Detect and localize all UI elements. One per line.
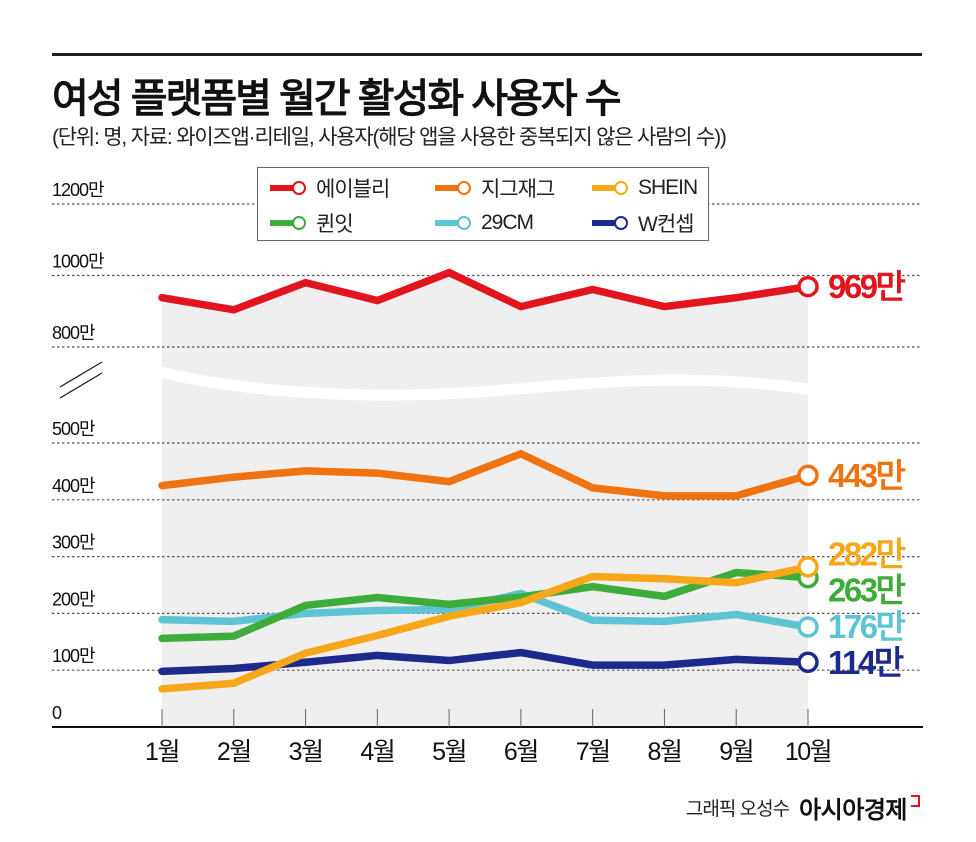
chart-title: 여성 플랫폼별 월간 활성화 사용자 수 [52,77,622,121]
series-end-label: 176만 [828,608,906,645]
x-tick-label: 6월 [504,738,538,766]
y-tick-label: 500만 [52,419,95,439]
series-line [158,449,812,500]
graphic-credit: 그래픽 오성수 [685,799,790,820]
legend-item-ably: 에이블리 [270,170,435,205]
brand-logo-icon [911,794,920,807]
x-tick-label: 3월 [289,738,323,766]
legend-label: W컨셉 [638,212,694,236]
y-tick-label: 0 [52,703,62,723]
series-end-label: 282만 [828,536,906,573]
top-rule [52,53,922,56]
axis-break-mark [59,372,103,399]
series-end-label: 114만 [828,644,904,681]
series-end-marker [797,616,819,638]
series-end-marker [797,464,819,487]
legend-label: 에이블리 [316,177,390,201]
legend-label: 지그재그 [481,177,555,201]
series-end-label: 263만 [828,572,906,609]
series-line [158,268,812,314]
chart-subtitle: (단위: 명, 자료: 와이즈앱·리테일, 사용자(해당 앱을 사용한 중복되지… [52,126,727,149]
series-line [158,563,812,693]
x-tick-label: 10월 [785,738,831,766]
axis-break-mark [59,361,103,388]
x-tick-label: 4월 [360,738,394,766]
y-tick-label: 1000만 [52,252,104,272]
legend-label: 퀸잇 [316,212,354,236]
series-end-label: 443만 [828,457,906,494]
legend-marker-icon [435,215,473,231]
x-tick-label: 7월 [576,738,610,766]
legend-marker-icon [592,215,630,231]
x-tick-label: 1월 [145,738,179,766]
y-tick-label: 300만 [52,533,95,553]
legend-item-shein: SHEIN [592,170,717,205]
x-tick-label: 2월 [217,738,251,766]
legend-item-wconcept: W컨셉 [592,205,717,240]
y-tick-label: 1200만 [52,180,104,200]
footer: 그래픽 오성수 아시아경제 [686,790,920,825]
legend-item-queenit: 퀸잇 [270,205,435,240]
legend-marker-icon [435,180,473,196]
y-tick-label: 100만 [52,646,95,666]
legend-item-29cm: 29CM [435,205,592,240]
y-tick-label: 200만 [52,589,95,609]
legend-marker-icon [270,180,308,196]
series-end-marker [797,651,819,673]
y-tick-label: 800만 [52,323,95,343]
x-tick-label: 8월 [647,738,681,766]
x-tick-label: 9월 [719,738,753,766]
legend-item-zigzag: 지그재그 [435,170,592,205]
x-tick-label: 5월 [432,738,466,766]
axis-break-wave [154,365,813,401]
series-end-marker [797,275,819,298]
brand-name: 아시아경제 [799,797,907,824]
series-end-label: 969만 [828,268,906,305]
legend: 에이블리 지그재그 SHEIN 퀸잇 29CM W컨셉 [257,167,709,241]
legend-label: SHEIN [638,175,698,199]
series-end-marker [797,556,819,578]
legend-label: 29CM [481,210,534,234]
legend-marker-icon [270,215,308,231]
y-tick-label: 400만 [52,476,95,496]
legend-marker-icon [592,180,630,196]
